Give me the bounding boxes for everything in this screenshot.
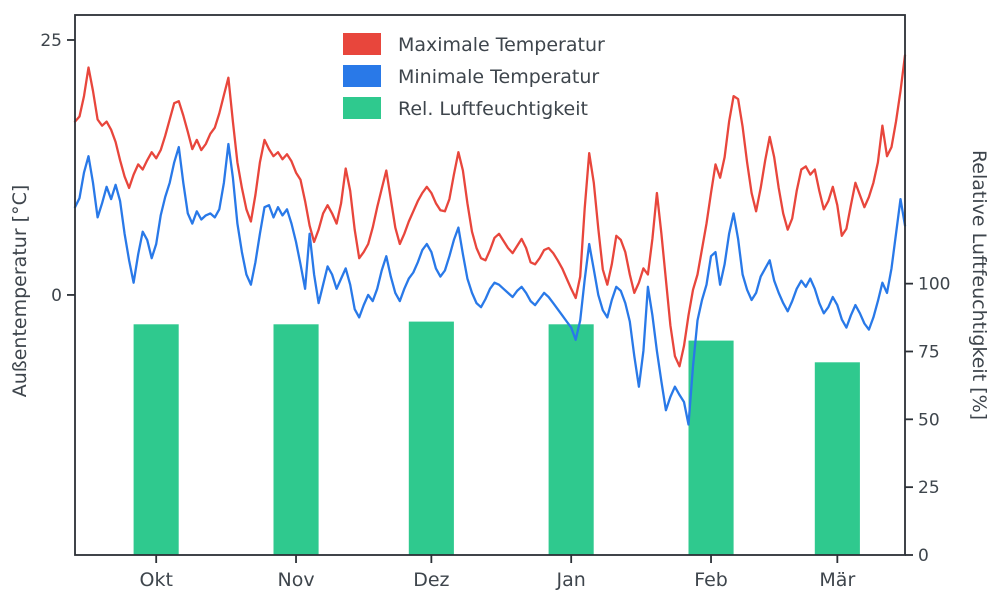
- humidity-bar-Mär: [814, 362, 860, 555]
- plot-border: [74, 14, 906, 556]
- humidity-bars-group: [133, 321, 860, 555]
- line-max-temperature: [73, 54, 907, 368]
- left-tick-label: 25: [40, 31, 62, 51]
- humidity-bar-Okt: [133, 324, 179, 555]
- legend-label-2: Minimale Temperatur: [398, 66, 599, 88]
- legend-swatch-3: [343, 97, 381, 119]
- legend-swatch-2: [343, 65, 381, 87]
- right-tick-label: 50: [918, 410, 940, 430]
- left-tick-label: 0: [51, 286, 62, 306]
- right-tick-label: 0: [918, 546, 929, 566]
- right-tick-label: 75: [918, 342, 940, 362]
- x-tick-label-Okt: Okt: [139, 569, 172, 591]
- humidity-bar-Dez: [408, 321, 454, 555]
- humidity-bar-Jan: [548, 324, 594, 555]
- x-tick-label-Nov: Nov: [277, 569, 314, 591]
- x-tick-label-Feb: Feb: [694, 569, 728, 591]
- line-min-temperature: [73, 142, 907, 426]
- x-tick-label-Mär: Mär: [819, 569, 855, 591]
- right-tick-label: 25: [918, 478, 940, 498]
- axes-group: 0 25 0 25 50 75 100 Okt Nov Dez Jan Feb Mär: [40, 14, 950, 591]
- humidity-bar-Feb: [688, 340, 734, 555]
- right-axis-label: Relative Luftfeuchtigkeit [%]: [968, 150, 990, 420]
- x-tick-label-Jan: Jan: [556, 569, 586, 591]
- legend-label-1: Maximale Temperatur: [398, 34, 605, 56]
- left-axis-label: Außentemperatur [°C]: [9, 185, 31, 398]
- legend-label-3: Rel. Luftfeuchtigkeit: [398, 98, 588, 120]
- x-tick-label-Dez: Dez: [413, 569, 449, 591]
- temperature-lines-group: [73, 54, 907, 426]
- humidity-bar-Nov: [273, 324, 319, 555]
- right-tick-label: 100: [918, 275, 950, 295]
- legend-background: [333, 22, 687, 130]
- legend: Maximale Temperatur Minimale Temperatur Re…: [333, 22, 687, 130]
- legend-swatch-1: [343, 33, 381, 55]
